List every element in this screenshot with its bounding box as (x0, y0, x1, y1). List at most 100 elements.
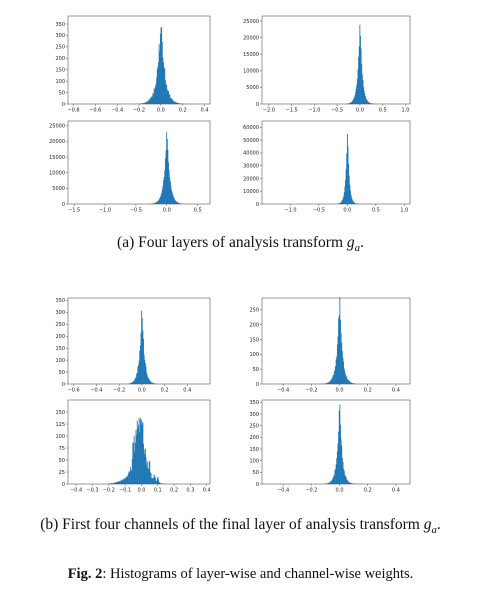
histogram-bar (156, 69, 158, 104)
histogram-bar (176, 201, 178, 204)
histogram-bar (158, 199, 160, 204)
x-tick-label: −0.1 (119, 488, 131, 494)
histogram-bar (352, 383, 354, 384)
y-tick-label: 25000 (243, 19, 259, 25)
histogram-bar (174, 200, 176, 204)
histogram-bar (131, 459, 133, 484)
histogram-bar (351, 101, 353, 104)
histogram-bar (139, 418, 141, 484)
histogram-bar (338, 203, 340, 204)
y-tick-label: 100 (55, 79, 65, 85)
histogram-bar (118, 481, 120, 484)
histogram-bar (334, 369, 336, 384)
y-tick-label: 20000 (49, 139, 65, 145)
histogram-bar (344, 186, 346, 204)
histogram-bar (151, 382, 153, 384)
histogram-bars (345, 24, 375, 104)
histogram-bar (162, 57, 164, 104)
histogram-bar (350, 102, 351, 104)
histogram-bar (343, 470, 345, 484)
x-tick-label: −2.0 (263, 108, 275, 114)
x-tick-label: −0.3 (86, 488, 98, 494)
plot-frame (261, 120, 411, 205)
x-tick-label: 0.5 (379, 108, 387, 114)
y-tick-label: 100 (55, 358, 65, 364)
y-tick-label: 300 (55, 310, 65, 316)
caption-a-math: ga (347, 234, 360, 254)
histogram-bar (352, 100, 354, 104)
histogram-bar (143, 103, 144, 104)
histogram-bar (178, 103, 179, 104)
x-tick-label: 0.2 (364, 388, 372, 394)
histogram-bar (148, 468, 149, 484)
y-tick-label: 50 (59, 90, 65, 96)
histogram-bar (162, 185, 164, 204)
histogram-bar (142, 330, 144, 384)
histogram-bar (348, 175, 350, 204)
x-tick-label: −0.5 (313, 208, 325, 214)
x-tick-label: 0.2 (161, 388, 169, 394)
x-tick-label: −0.4 (70, 488, 82, 494)
histogram-bar (161, 189, 163, 204)
histogram-bar (130, 471, 132, 484)
histogram-bar (175, 102, 177, 104)
histogram-bar (331, 479, 333, 484)
x-tick-label: −0.2 (133, 108, 145, 114)
x-tick-label: −0.2 (103, 488, 115, 494)
histogram-bar (132, 381, 134, 384)
histogram-bar (122, 479, 124, 484)
histogram-bar (158, 200, 159, 204)
x-tick-label: 0.3 (186, 488, 194, 494)
histogram-bar (179, 203, 181, 204)
histogram-bar (368, 102, 370, 104)
x-tick-label: 0.5 (194, 208, 202, 214)
y-tick-label: 200 (249, 322, 259, 328)
histogram-bar (165, 84, 167, 104)
histogram-bar (333, 375, 335, 384)
histogram-bar (349, 184, 351, 204)
histogram-bar (348, 481, 350, 484)
histogram-bar (174, 101, 176, 104)
histogram-bar (172, 100, 174, 104)
histogram-bar (123, 478, 125, 484)
histogram-bar (346, 479, 348, 484)
histogram-panel-7: −0.4 −0.3 −0.2 −0.1 0.0 0.1 0.2 0.3 0.4 0 25 50 75 10… (55, 399, 211, 494)
histogram-bar (345, 476, 347, 484)
x-tick-label: 0.0 (336, 488, 344, 494)
histogram-bar (164, 68, 166, 104)
histogram-bar (341, 445, 343, 484)
histogram-bar (169, 97, 171, 104)
histogram-bar (137, 428, 139, 484)
histogram-bar (350, 482, 351, 484)
histogram-bar (169, 94, 171, 104)
y-tick-label: 100 (55, 434, 65, 440)
x-tick-label: −0.5 (331, 108, 343, 114)
histogram-bar (144, 102, 146, 104)
histogram-bar (173, 198, 175, 204)
figure-caption: Fig. 2: Histograms of layer-wise and cha… (0, 566, 481, 583)
histogram-bar (119, 480, 121, 484)
y-tick-label: 200 (55, 334, 65, 340)
histogram-bar (156, 77, 158, 104)
histogram-bar (361, 64, 363, 104)
histogram-bar (367, 101, 369, 104)
histogram-bar (127, 474, 129, 484)
histogram-bar (348, 380, 350, 384)
histogram-bar (170, 186, 172, 204)
caption-b-end: . (436, 516, 441, 533)
histogram-bar (176, 102, 178, 104)
histogram-bar (351, 197, 353, 204)
x-tick-label: −1.0 (99, 208, 111, 214)
histogram-bar (113, 482, 114, 484)
histogram-bar (134, 379, 136, 384)
histogram-bar (153, 383, 155, 384)
histogram-bar (116, 481, 118, 484)
histogram-bar (153, 477, 154, 484)
y-tick-label: 0 (62, 482, 65, 488)
histogram-panel-3: −1.5 −1.0 −0.5 0.0 0.5 0 5000 10000 15000 20000 25… (49, 120, 211, 214)
histogram-bar (343, 191, 345, 204)
histogram-bar (354, 95, 356, 104)
y-tick-label: 0 (256, 482, 259, 488)
x-tick-label: −1.0 (284, 208, 296, 214)
histogram-bar (145, 102, 147, 104)
